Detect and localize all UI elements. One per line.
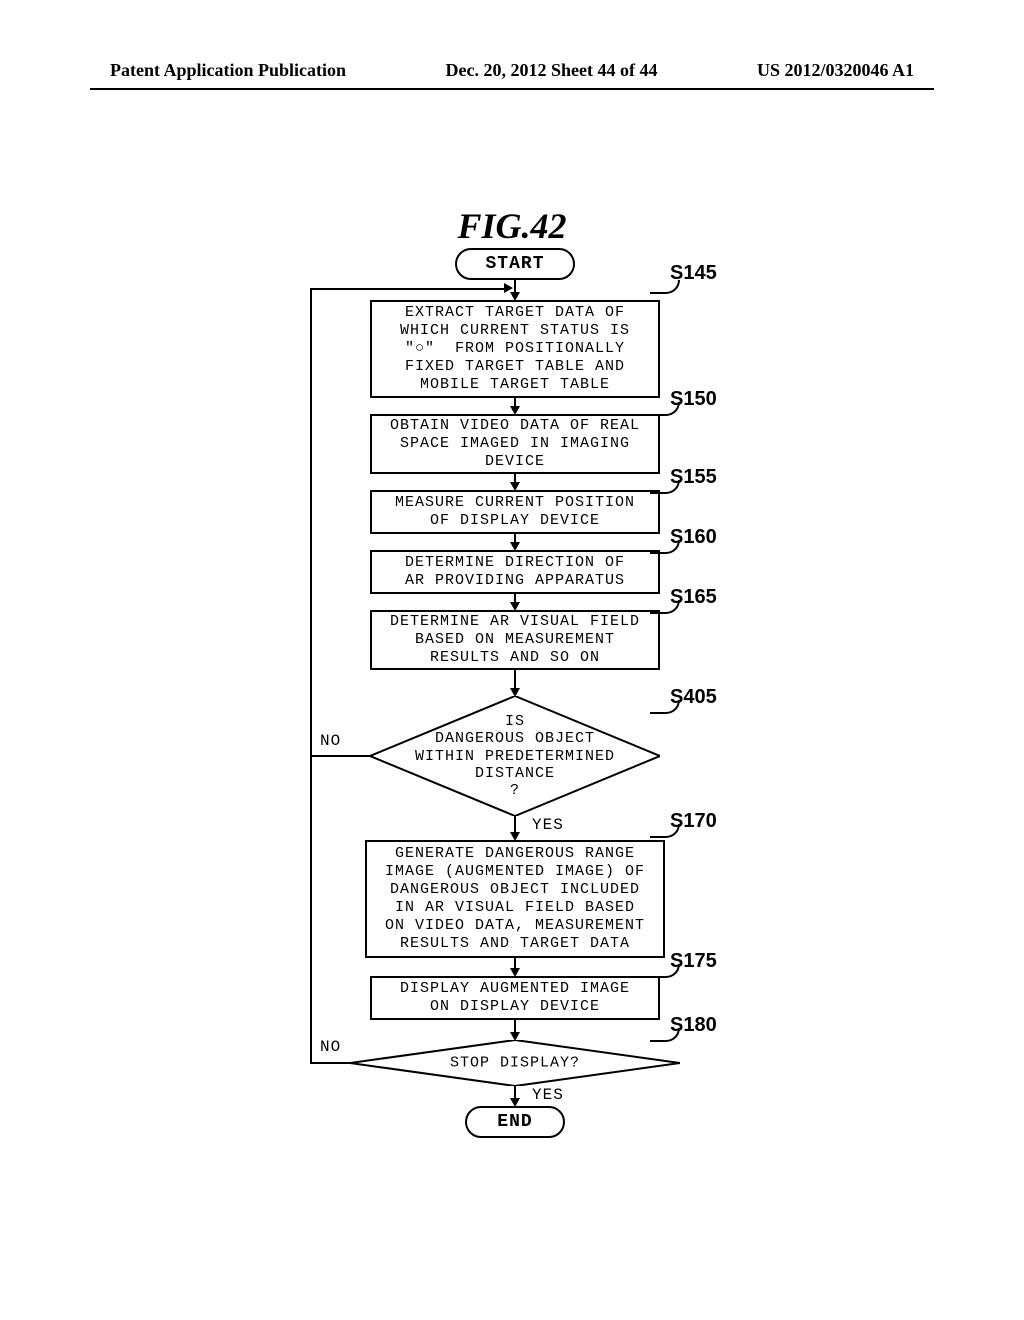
decision-s180: STOP DISPLAY? (350, 1040, 680, 1086)
page-header: Patent Application Publication Dec. 20, … (0, 60, 1024, 81)
decision-text: STOP DISPLAY? (450, 1054, 580, 1071)
figure-title: FIG.42 (457, 205, 566, 247)
start-node: START (455, 248, 575, 280)
no-label: NO (320, 732, 341, 750)
process-s170: GENERATE DANGEROUS RANGE IMAGE (AUGMENTE… (365, 840, 665, 958)
process-s175: DISPLAY AUGMENTED IMAGE ON DISPLAY DEVIC… (370, 976, 660, 1020)
edge (310, 288, 506, 290)
label-connector (650, 280, 680, 294)
label-connector (650, 480, 680, 494)
process-s150: OBTAIN VIDEO DATA OF REAL SPACE IMAGED I… (370, 414, 660, 474)
label-connector (650, 402, 680, 416)
no-label: NO (320, 1038, 341, 1056)
flowchart: START EXTRACT TARGET DATA OF WHICH CURRE… (280, 248, 750, 1168)
process-s155: MEASURE CURRENT POSITION OF DISPLAY DEVI… (370, 490, 660, 534)
process-s165: DETERMINE AR VISUAL FIELD BASED ON MEASU… (370, 610, 660, 670)
decision-text: IS DANGEROUS OBJECT WITHIN PREDETERMINED… (415, 713, 615, 799)
process-s160: DETERMINE DIRECTION OF AR PROVIDING APPA… (370, 550, 660, 594)
edge (310, 755, 370, 757)
edge (310, 1062, 350, 1064)
end-node: END (465, 1106, 565, 1138)
header-divider (90, 88, 934, 90)
yes-label: YES (532, 816, 564, 834)
label-connector (650, 540, 680, 554)
arrow-icon (504, 283, 513, 293)
decision-s405: IS DANGEROUS OBJECT WITHIN PREDETERMINED… (370, 696, 660, 816)
edge (514, 670, 516, 690)
loop-edge (310, 288, 312, 1064)
header-left: Patent Application Publication (110, 60, 346, 81)
label-connector (650, 600, 680, 614)
yes-label: YES (532, 1086, 564, 1104)
label-connector (650, 824, 680, 838)
header-mid: Dec. 20, 2012 Sheet 44 of 44 (446, 60, 658, 81)
process-s145: EXTRACT TARGET DATA OF WHICH CURRENT STA… (370, 300, 660, 398)
label-connector (650, 700, 680, 714)
label-connector (650, 964, 680, 978)
header-right: US 2012/0320046 A1 (757, 60, 914, 81)
